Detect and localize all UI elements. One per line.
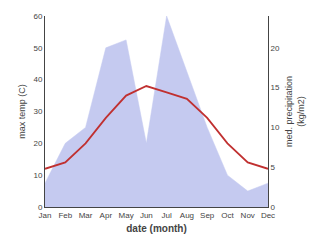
svg-text:Mar: Mar <box>79 211 93 220</box>
svg-text:20: 20 <box>271 44 280 53</box>
svg-text:Nov: Nov <box>241 211 255 220</box>
svg-text:0: 0 <box>271 203 276 212</box>
svg-text:Jan: Jan <box>39 211 52 220</box>
svg-text:0: 0 <box>38 203 43 212</box>
svg-text:Aug: Aug <box>180 211 194 220</box>
svg-text:Feb: Feb <box>58 211 72 220</box>
svg-text:20: 20 <box>33 139 42 148</box>
svg-text:date (month): date (month) <box>126 223 187 234</box>
svg-text:Apr: Apr <box>100 211 113 220</box>
svg-text:May: May <box>119 211 134 220</box>
svg-text:60: 60 <box>33 12 42 21</box>
svg-text:40: 40 <box>33 75 42 84</box>
svg-text:Oct: Oct <box>221 211 234 220</box>
svg-text:5: 5 <box>271 163 276 172</box>
svg-text:50: 50 <box>33 44 42 53</box>
svg-text:Jun: Jun <box>140 211 153 220</box>
svg-text:30: 30 <box>33 107 42 116</box>
svg-text:Sep: Sep <box>200 211 215 220</box>
svg-text:med. precipitation(kg/m2): med. precipitation(kg/m2) <box>284 76 306 147</box>
svg-text:Jul: Jul <box>162 211 172 220</box>
svg-text:max temp (C): max temp (C) <box>17 84 27 139</box>
svg-text:10: 10 <box>33 171 42 180</box>
svg-text:Dec: Dec <box>261 211 275 220</box>
svg-text:15: 15 <box>271 83 280 92</box>
svg-text:10: 10 <box>271 123 280 132</box>
